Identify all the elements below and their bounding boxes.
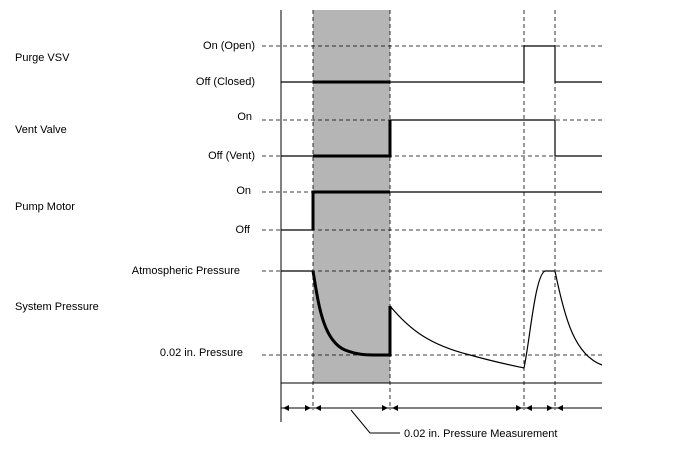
interval-arrowheads [283,405,563,411]
system-pressure-name: System Pressure [15,301,99,313]
pressure-trace-window [311,270,392,357]
pump-motor-high-label: On [236,185,251,197]
vent-valve-trace [390,119,602,157]
pump-motor-name: Pump Motor [15,201,75,213]
purge-vsv-low-label: Off (Closed) [196,76,255,88]
vent-valve-name: Vent Valve [15,124,67,136]
purge-vsv-trace [281,45,602,83]
measurement-window-shade [313,10,390,383]
pump-motor-low-label: Off [236,224,251,236]
pressure-high-label: Atmospheric Pressure [132,265,240,277]
pump-motor-trace-window [311,190,390,230]
vent-valve-low-label: Off (Vent) [208,150,255,162]
purge-vsv-high-label: On (Open) [203,40,255,52]
pressure-trace [389,270,603,369]
callout-leader [350,409,400,434]
callout-label: 0.02 in. Pressure Measurement [404,428,557,440]
vent-valve-trace-window [313,120,392,158]
pressure-low-label: 0.02 in. Pressure [160,347,243,359]
purge-vsv-name: Purge VSV [15,52,70,64]
vent-valve-high-label: On [237,111,252,123]
